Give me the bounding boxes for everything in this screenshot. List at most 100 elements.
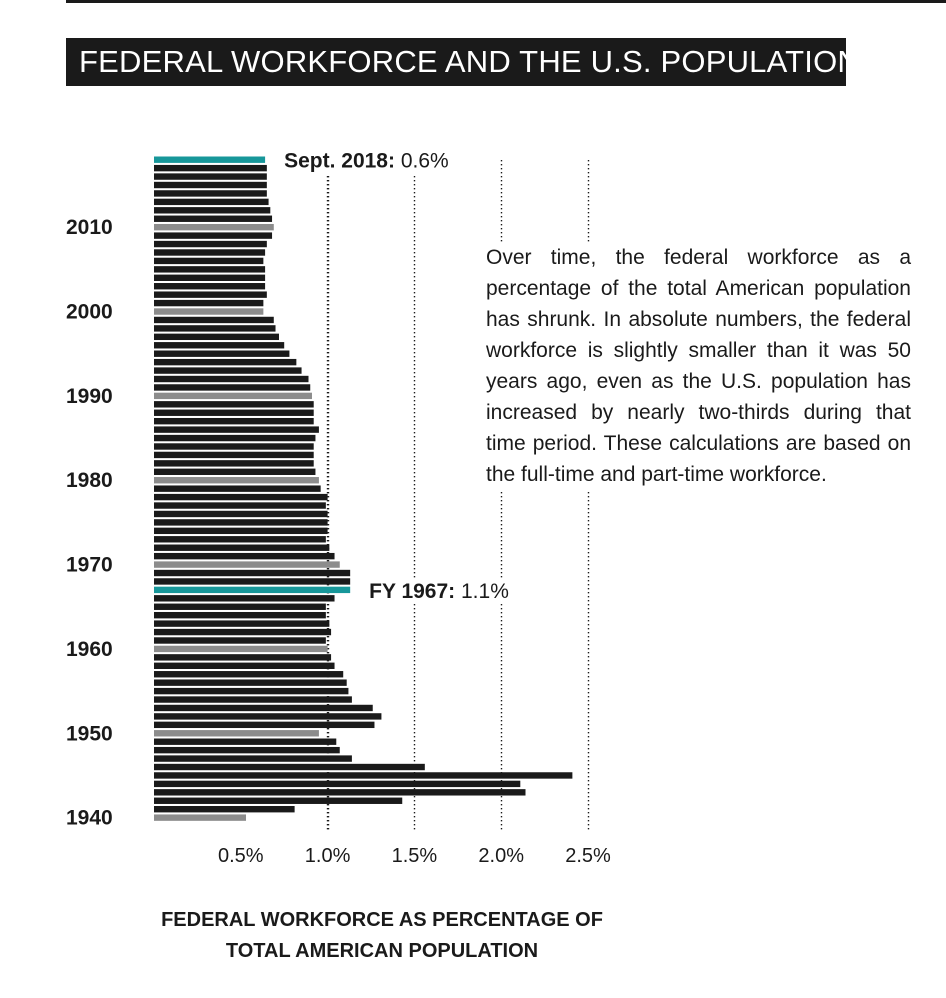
x-tick-label-3: 2.0%: [478, 845, 524, 867]
bar-1968: [154, 578, 351, 585]
bar-1967: [154, 586, 351, 594]
bar-1978: [154, 493, 328, 501]
bar-1965: [154, 603, 326, 610]
bar-1983: [154, 451, 314, 459]
x-tick-label-2: 1.5%: [392, 845, 438, 867]
bar-1952: [154, 713, 382, 720]
bar-1969: [154, 569, 351, 577]
bar-2009: [154, 232, 273, 239]
bar-1943: [154, 789, 526, 796]
bar-1950: [154, 730, 319, 737]
y-tick-label-1980: 1980: [66, 469, 113, 492]
bar-1972: [154, 544, 330, 551]
annotation-bg-2018: [280, 147, 453, 174]
bar-2006: [154, 257, 264, 265]
bar-1957: [154, 671, 344, 678]
x-tick-label-4: 2.5%: [565, 845, 611, 867]
bar-1951: [154, 721, 375, 729]
bar-1984: [154, 443, 314, 450]
y-tick-label-2000: 2000: [66, 301, 113, 324]
bar-1979: [154, 485, 321, 492]
bar-1958: [154, 662, 335, 669]
bar-1974: [154, 527, 328, 535]
bar-1963: [154, 620, 330, 627]
bar-1962: [154, 628, 332, 636]
gridlines: [326, 160, 590, 832]
annotation-2018: Sept. 2018: 0.6%: [284, 150, 449, 173]
bar-1954: [154, 696, 352, 703]
bar-1996: [154, 342, 285, 349]
bar-1987: [154, 417, 314, 425]
bar-2014: [154, 190, 267, 197]
bar-1955: [154, 687, 349, 695]
y-tick-label-1970: 1970: [66, 554, 113, 577]
bar-1956: [154, 679, 347, 686]
bar-2001: [154, 299, 264, 307]
bar-1948: [154, 746, 340, 754]
bar-1989: [154, 401, 314, 408]
bar-1961: [154, 637, 326, 644]
bar-1997: [154, 333, 279, 341]
caption-line-2: TOTAL AMERICAN POPULATION: [225, 940, 539, 962]
labels: 1940 1950 1960 1970 1980 1990 2000 2010 0.5% 1.0%…: [66, 147, 611, 867]
bar-1994: [154, 358, 297, 366]
bar-1940: [154, 814, 247, 821]
bar-1998: [154, 325, 276, 332]
bar-1953: [154, 704, 373, 712]
bar-1993: [154, 367, 302, 374]
bar-1947: [154, 755, 352, 762]
annotation-value-2018: 0.6%: [401, 150, 449, 173]
bar-1946: [154, 763, 425, 771]
y-tick-label-1990: 1990: [66, 385, 113, 408]
bar-1973: [154, 536, 326, 543]
bar-1944: [154, 780, 521, 788]
bar-2012: [154, 207, 271, 214]
bar-1976: [154, 510, 328, 518]
bar-1995: [154, 350, 290, 357]
bar-1980: [154, 477, 319, 484]
bar-2010: [154, 223, 274, 231]
bar-1949: [154, 738, 337, 745]
bar-2011: [154, 215, 273, 222]
bar-2000: [154, 308, 264, 315]
x-tick-label-0: 0.5%: [218, 845, 264, 867]
bar-1999: [154, 316, 274, 324]
chart-title: FEDERAL WORKFORCE AND THE U.S. POPULATIO…: [66, 38, 846, 86]
y-tick-label-1940: 1940: [66, 807, 113, 830]
bar-2013: [154, 198, 269, 206]
bar-2002: [154, 291, 267, 298]
bar-1941: [154, 806, 295, 813]
bar-1960: [154, 645, 328, 653]
bar-1982: [154, 460, 314, 467]
bar-1964: [154, 611, 326, 619]
x-tick-label-1: 1.0%: [305, 845, 351, 867]
bar-1985: [154, 434, 316, 442]
annotation-label-1967: FY 1967:: [369, 580, 461, 603]
bar-1942: [154, 797, 403, 804]
bar-1966: [154, 595, 335, 602]
bar-1988: [154, 409, 314, 416]
bar-1959: [154, 654, 332, 661]
bar-1990: [154, 392, 312, 400]
y-tick-label-1960: 1960: [66, 638, 113, 661]
bar-2007: [154, 249, 266, 256]
bar-1945: [154, 772, 573, 779]
bar-2003: [154, 283, 266, 290]
bar-2005: [154, 266, 266, 273]
x-axis-caption: FEDERAL WORKFORCE AS PERCENTAGE OF TOTAL…: [66, 905, 698, 967]
bar-1986: [154, 426, 319, 433]
bar-1991: [154, 384, 311, 391]
top-rule: [66, 0, 946, 3]
bar-1975: [154, 519, 328, 526]
description-text: Over time, the federal workforce as a pe…: [486, 242, 911, 490]
bar-1971: [154, 552, 335, 560]
bar-2018: [154, 156, 266, 163]
annotation-bg-1967: [365, 577, 513, 604]
y-tick-label-1950: 1950: [66, 722, 113, 745]
bar-1970: [154, 561, 340, 568]
bar-1981: [154, 468, 316, 475]
bar-2008: [154, 240, 267, 248]
bar-2017: [154, 164, 267, 172]
bar-1992: [154, 375, 309, 383]
